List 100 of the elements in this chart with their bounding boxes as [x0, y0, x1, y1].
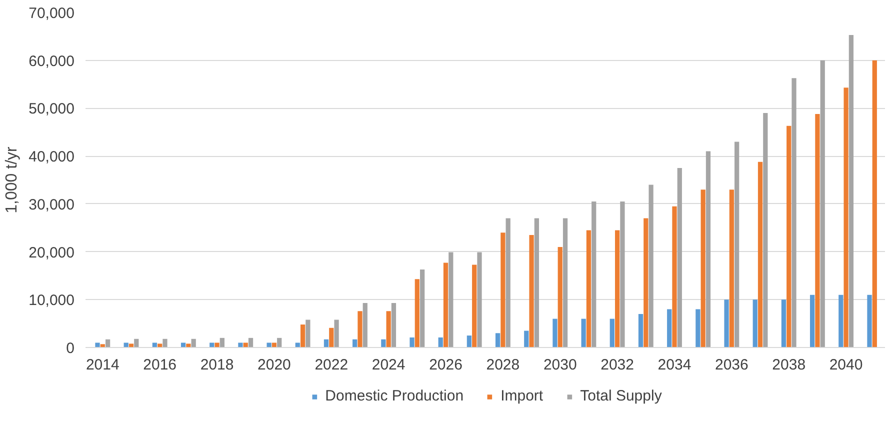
y-tick-label: 40,000	[28, 148, 75, 166]
bar	[729, 190, 734, 348]
bar	[466, 336, 472, 348]
bar	[667, 309, 672, 348]
bar	[552, 318, 558, 348]
bar	[586, 230, 592, 348]
bar	[592, 202, 596, 348]
bar	[472, 264, 477, 348]
x-tick-label: 2028	[486, 356, 520, 374]
bar	[95, 342, 100, 348]
bar	[820, 60, 825, 348]
bar	[210, 342, 214, 348]
bar	[844, 88, 848, 348]
bar	[815, 114, 820, 348]
x-tick-label: 2030	[543, 356, 577, 374]
y-tick-label: 20,000	[28, 244, 75, 262]
bar	[238, 342, 243, 348]
bar	[763, 113, 768, 348]
x-tick-label: 2040	[829, 356, 863, 374]
bar	[529, 235, 534, 348]
legend-label: Import	[500, 388, 544, 404]
y-tick-label: 50,000	[28, 100, 75, 118]
legend-label: Total Supply	[580, 388, 662, 404]
x-tick-label: 2034	[658, 356, 692, 374]
y-tick-label: 0	[66, 340, 74, 357]
bar	[300, 324, 306, 348]
bar	[500, 232, 506, 348]
bar	[134, 338, 139, 348]
bar	[448, 252, 454, 348]
bar	[266, 342, 272, 348]
x-tick-label: 2038	[772, 356, 806, 374]
bar	[786, 126, 792, 348]
bar	[614, 230, 620, 348]
bar	[838, 294, 844, 348]
bar	[677, 168, 682, 348]
bar	[620, 202, 625, 348]
y-axis-title: 1,000 t/yr	[4, 146, 21, 214]
bar	[752, 300, 758, 348]
bar	[638, 314, 644, 348]
bar	[872, 60, 877, 348]
bar	[272, 342, 277, 348]
bar	[214, 342, 220, 348]
bar	[443, 262, 448, 348]
x-tick-label: 2036	[714, 356, 748, 374]
bar	[610, 318, 614, 348]
bar	[362, 302, 368, 348]
bar	[562, 218, 568, 348]
x-tick-label: 2022	[314, 356, 348, 374]
bar	[558, 247, 562, 348]
bar	[506, 218, 510, 348]
bar	[700, 190, 706, 348]
x-tick-label: 2020	[258, 356, 291, 374]
bar	[534, 218, 539, 348]
y-tick-label: 30,000	[28, 196, 75, 214]
bar	[243, 342, 248, 348]
x-tick-label: 2032	[600, 356, 634, 374]
bar	[248, 338, 254, 348]
bar	[734, 142, 740, 348]
x-tick-label: 2018	[200, 356, 234, 374]
y-tick-label: 60,000	[28, 52, 75, 70]
bar	[696, 309, 700, 348]
x-tick-label: 2026	[429, 356, 462, 374]
bar	[672, 206, 677, 348]
bar	[495, 333, 500, 348]
bar	[162, 338, 168, 348]
bar	[792, 78, 796, 348]
bar	[386, 311, 391, 348]
bar	[358, 311, 362, 348]
y-tick-label: 70,000	[28, 5, 75, 22]
bar	[329, 328, 334, 348]
bar	[706, 151, 711, 348]
bar	[277, 338, 282, 348]
bar	[724, 300, 729, 348]
bar	[414, 279, 420, 348]
bar	[758, 162, 763, 348]
bar	[438, 337, 443, 348]
bar	[524, 330, 529, 348]
bar	[152, 342, 158, 348]
bar	[420, 269, 425, 348]
bar	[848, 34, 854, 348]
bar	[477, 252, 482, 348]
bar	[810, 294, 815, 348]
bar	[867, 294, 872, 348]
bar	[648, 184, 654, 348]
bar	[124, 342, 128, 348]
bar	[191, 338, 196, 348]
bar	[581, 318, 586, 348]
bar	[306, 320, 310, 348]
x-tick-label: 2016	[143, 356, 177, 374]
bar	[410, 337, 414, 348]
bar	[391, 302, 396, 348]
bar	[644, 218, 648, 348]
legend-label: Domestic Production	[325, 388, 464, 404]
bar	[295, 342, 300, 348]
bar	[180, 342, 186, 348]
bar	[220, 338, 224, 348]
x-tick-label: 2014	[86, 356, 120, 374]
bar	[334, 320, 339, 348]
bar	[781, 300, 786, 348]
x-tick-label: 2024	[372, 356, 406, 374]
